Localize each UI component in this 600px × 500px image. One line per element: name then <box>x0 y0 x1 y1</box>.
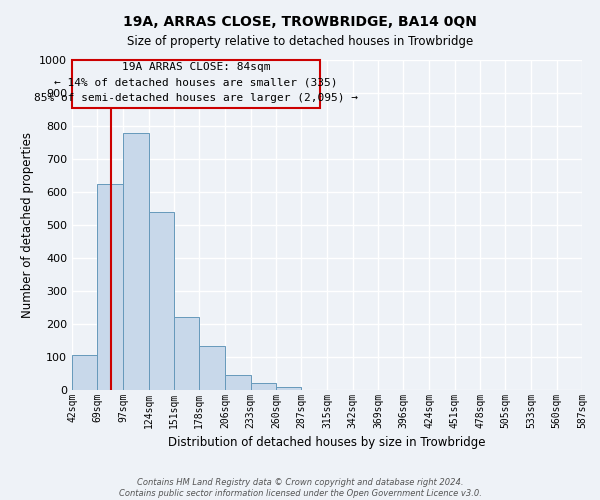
Bar <box>97 184 124 390</box>
Bar <box>174 318 199 390</box>
Text: 19A, ARRAS CLOSE, TROWBRIDGE, BA14 0QN: 19A, ARRAS CLOSE, TROWBRIDGE, BA14 0QN <box>123 15 477 29</box>
Text: Size of property relative to detached houses in Trowbridge: Size of property relative to detached ho… <box>127 35 473 48</box>
Bar <box>199 346 226 390</box>
Bar <box>124 132 149 390</box>
Bar <box>226 375 251 390</box>
X-axis label: Distribution of detached houses by size in Trowbridge: Distribution of detached houses by size … <box>168 436 486 450</box>
Bar <box>276 386 301 390</box>
Bar <box>72 356 97 390</box>
Bar <box>251 384 276 390</box>
Text: 19A ARRAS CLOSE: 84sqm
← 14% of detached houses are smaller (335)
85% of semi-de: 19A ARRAS CLOSE: 84sqm ← 14% of detached… <box>34 62 358 103</box>
Bar <box>72 60 320 108</box>
Bar <box>149 212 174 390</box>
Text: Contains HM Land Registry data © Crown copyright and database right 2024.
Contai: Contains HM Land Registry data © Crown c… <box>119 478 481 498</box>
Y-axis label: Number of detached properties: Number of detached properties <box>20 132 34 318</box>
